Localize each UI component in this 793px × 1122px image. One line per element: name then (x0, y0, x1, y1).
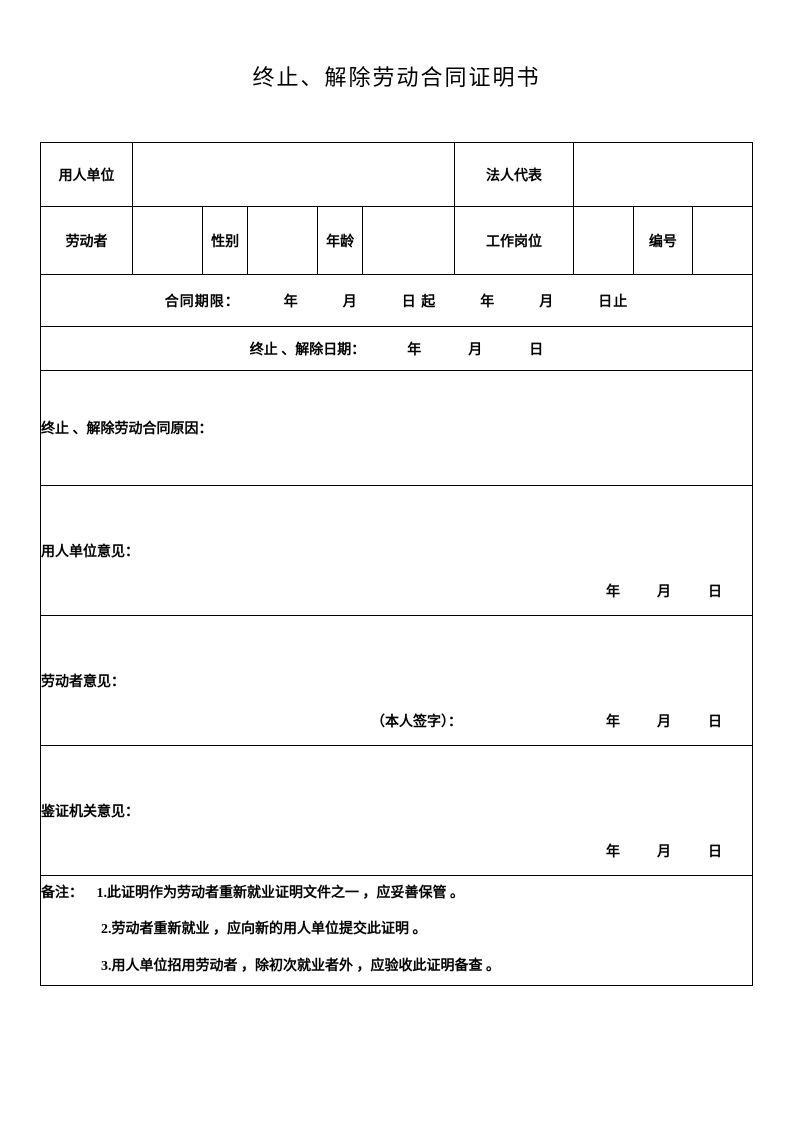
month2: 月 (539, 295, 554, 310)
row-worker: 劳动者 性别 年龄 工作岗位 编号 (41, 207, 753, 275)
legal-rep-value (573, 143, 752, 207)
remarks-label: 备注： (41, 876, 83, 912)
employer-opinion-cell: 用人单位意见： 年 月 日 (41, 486, 753, 616)
ao-day: 日 (708, 845, 722, 860)
employer-label: 用人单位 (41, 143, 133, 207)
row-reason: 终止 、解除劳动合同原因： (41, 371, 753, 486)
termination-date-cell: 终止 、解除日期： 年 月 日 (41, 327, 753, 371)
eo-month: 月 (657, 585, 671, 600)
employer-opinion-date: 年 月 日 (606, 581, 722, 601)
gender-value (248, 207, 318, 275)
number-label: 编号 (633, 207, 692, 275)
row-authority-opinion: 鉴证机关意见： 年 月 日 (41, 746, 753, 876)
row-termination-date: 终止 、解除日期： 年 月 日 (41, 327, 753, 371)
remark2: 2.劳动者重新就业 ，应向新的用人单位提交此证明 。 (101, 922, 427, 937)
row-remarks: 备注： 1.此证明作为劳动者重新就业证明文件之一 ，应妥善保管 。 2.劳动者重… (41, 876, 753, 986)
worker-label: 劳动者 (41, 207, 133, 275)
contract-period-cell: 合同期限： 年 月 日 起 年 月 日止 (41, 275, 753, 327)
gender-label: 性别 (203, 207, 248, 275)
employer-opinion-label: 用人单位意见： (41, 541, 752, 561)
remark3: 3.用人单位招用劳动者 ，除初次就业者外 ，应验收此证明备查 。 (101, 959, 500, 974)
position-value (573, 207, 633, 275)
term-day: 日 (529, 343, 543, 358)
row-employer: 用人单位 法人代表 (41, 143, 753, 207)
wo-day: 日 (708, 715, 722, 730)
document-title: 终止、解除劳动合同证明书 (40, 60, 753, 92)
row-contract-period: 合同期限： 年 月 日 起 年 月 日止 (41, 275, 753, 327)
wo-year: 年 (606, 715, 620, 730)
remarks-cell: 备注： 1.此证明作为劳动者重新就业证明文件之一 ，应妥善保管 。 2.劳动者重… (41, 876, 753, 986)
legal-rep-label: 法人代表 (455, 143, 573, 207)
eo-year: 年 (606, 585, 620, 600)
year2: 年 (480, 295, 495, 310)
contract-period-label: 合同期限： (165, 295, 240, 310)
month1: 月 (343, 295, 358, 310)
term-month: 月 (468, 343, 482, 358)
day-end: 日止 (598, 295, 628, 310)
remarks-line2: 2.劳动者重新就业 ，应向新的用人单位提交此证明 。 (41, 912, 752, 948)
term-year: 年 (407, 343, 421, 358)
worker-value (133, 207, 203, 275)
remark1: 1.此证明作为劳动者重新就业证明文件之一 ，应妥善保管 。 (97, 886, 465, 901)
remarks-line3: 3.用人单位招用劳动者 ，除初次就业者外 ，应验收此证明备查 。 (41, 949, 752, 985)
eo-day: 日 (708, 585, 722, 600)
age-value (363, 207, 455, 275)
worker-opinion-label: 劳动者意见： (41, 671, 752, 691)
form-table: 用人单位 法人代表 劳动者 性别 年龄 工作岗位 编号 合同期限： 年 月 日 … (40, 142, 753, 986)
worker-opinion-cell: 劳动者意见： （本人签字）： 年 月 日 (41, 616, 753, 746)
authority-opinion-label: 鉴证机关意见： (41, 801, 752, 821)
year1: 年 (284, 295, 299, 310)
age-label: 年龄 (318, 207, 363, 275)
reason-cell: 终止 、解除劳动合同原因： (41, 371, 753, 486)
row-employer-opinion: 用人单位意见： 年 月 日 (41, 486, 753, 616)
reason-label: 终止 、解除劳动合同原因： (41, 418, 752, 438)
day-start: 日 起 (402, 295, 437, 310)
signature-label: （本人签字）： (371, 711, 462, 731)
termination-date-label: 终止 、解除日期： (250, 343, 366, 358)
authority-opinion-cell: 鉴证机关意见： 年 月 日 (41, 746, 753, 876)
worker-opinion-date: 年 月 日 (606, 711, 722, 731)
position-label: 工作岗位 (455, 207, 573, 275)
number-value (693, 207, 753, 275)
remarks-line1: 备注： 1.此证明作为劳动者重新就业证明文件之一 ，应妥善保管 。 (41, 876, 752, 912)
wo-month: 月 (657, 715, 671, 730)
worker-signature-line: （本人签字）： 年 月 日 (41, 711, 752, 731)
ao-month: 月 (657, 845, 671, 860)
authority-opinion-date: 年 月 日 (606, 841, 722, 861)
ao-year: 年 (606, 845, 620, 860)
employer-value (133, 143, 455, 207)
row-worker-opinion: 劳动者意见： （本人签字）： 年 月 日 (41, 616, 753, 746)
